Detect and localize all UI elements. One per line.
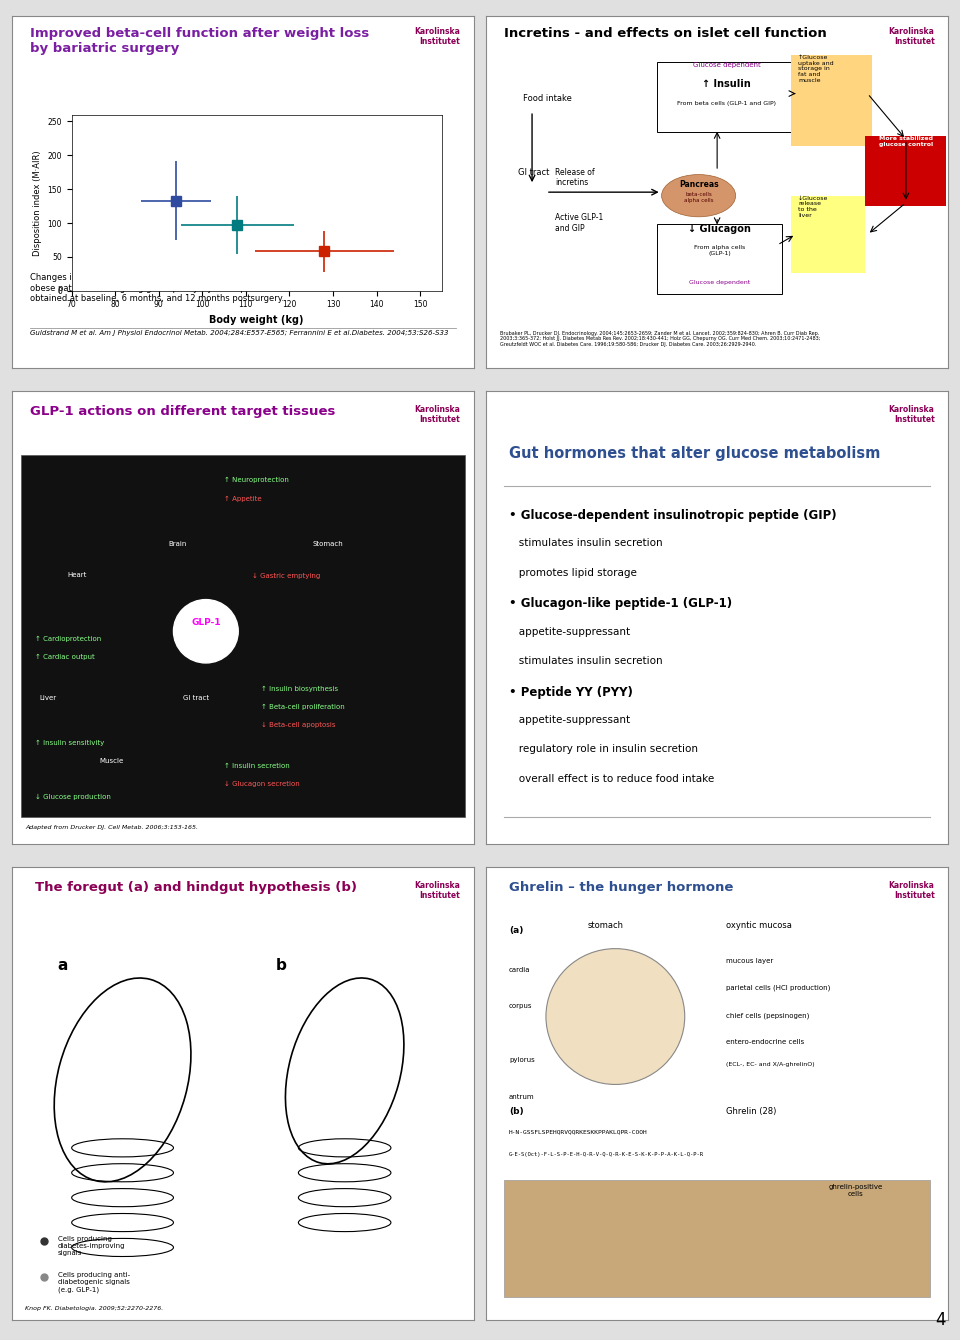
Text: GLP-1 actions on different target tissues: GLP-1 actions on different target tissue… — [30, 405, 335, 418]
Text: Glucose dependent: Glucose dependent — [689, 280, 750, 285]
Ellipse shape — [661, 174, 735, 217]
Text: ghrelin-positive
cells: ghrelin-positive cells — [828, 1185, 883, 1197]
Text: Karolinska
Institutet: Karolinska Institutet — [415, 27, 461, 46]
Circle shape — [174, 599, 238, 663]
Text: Gut hormones that alter glucose metabolism: Gut hormones that alter glucose metaboli… — [509, 446, 880, 461]
Text: Ghrelin (28): Ghrelin (28) — [727, 1107, 777, 1116]
Text: parietal cells (HCl production): parietal cells (HCl production) — [727, 985, 830, 992]
Text: Incretins - and effects on islet cell function: Incretins - and effects on islet cell fu… — [504, 27, 828, 40]
Text: ↓Glucose
release
to the
liver: ↓Glucose release to the liver — [798, 196, 828, 218]
Text: pylorus: pylorus — [509, 1057, 535, 1064]
Text: Knop FK. Diabetologia. 2009;52:2270-2276.: Knop FK. Diabetologia. 2009;52:2270-2276… — [25, 1306, 163, 1311]
Text: ↑Glucose
uptake and
storage in
fat and
muscle: ↑Glucose uptake and storage in fat and m… — [798, 55, 833, 83]
FancyBboxPatch shape — [21, 454, 465, 817]
Text: (a): (a) — [509, 926, 523, 935]
Text: Brubaker PL, Drucker DJ. Endocrinology. 2004;145:2653-2659; Zander M et al. Lanc: Brubaker PL, Drucker DJ. Endocrinology. … — [499, 331, 820, 347]
Text: ↑ Cardiac output: ↑ Cardiac output — [35, 654, 94, 661]
Text: Muscle: Muscle — [100, 758, 124, 764]
Text: Improved beta-cell function after weight loss
by bariatric surgery: Improved beta-cell function after weight… — [30, 27, 370, 55]
Text: ↓ Gastric emptying: ↓ Gastric emptying — [252, 572, 321, 579]
Text: chief cells (pepsinogen): chief cells (pepsinogen) — [727, 1012, 810, 1018]
Text: GI tract: GI tract — [518, 168, 549, 177]
Text: ↑ Insulin sensitivity: ↑ Insulin sensitivity — [35, 740, 104, 746]
Text: Heart: Heart — [67, 572, 86, 579]
Text: cardia: cardia — [509, 966, 531, 973]
Text: Pancreas: Pancreas — [679, 180, 718, 189]
Text: entero-endocrine cells: entero-endocrine cells — [727, 1040, 804, 1045]
Text: ↓ Glucagon: ↓ Glucagon — [688, 224, 751, 234]
FancyBboxPatch shape — [657, 224, 781, 295]
Text: Karolinska
Institutet: Karolinska Institutet — [889, 880, 935, 900]
Text: a: a — [58, 958, 68, 973]
Text: Stomach: Stomach — [312, 541, 343, 547]
Text: ↑ Neuroprotection: ↑ Neuroprotection — [225, 477, 289, 484]
Text: Ghrelin – the hunger hormone: Ghrelin – the hunger hormone — [509, 880, 733, 894]
Text: ↓ Beta-cell apoptosis: ↓ Beta-cell apoptosis — [261, 722, 336, 728]
Text: ↑ Beta-cell proliferation: ↑ Beta-cell proliferation — [261, 704, 346, 710]
Text: antrum: antrum — [509, 1093, 535, 1100]
FancyBboxPatch shape — [791, 55, 872, 146]
Text: (b): (b) — [509, 1107, 523, 1116]
FancyBboxPatch shape — [657, 62, 796, 133]
Text: ↓ Glucagon secretion: ↓ Glucagon secretion — [225, 781, 300, 787]
FancyBboxPatch shape — [791, 196, 865, 273]
Text: Karolinska
Institutet: Karolinska Institutet — [415, 405, 461, 425]
Text: corpus: corpus — [509, 1002, 533, 1009]
Text: Adapted from Drucker DJ. Cell Metab. 2006;3:153-165.: Adapted from Drucker DJ. Cell Metab. 200… — [25, 825, 199, 831]
Text: ↑ Cardioprotection: ↑ Cardioprotection — [35, 635, 101, 642]
Text: Changes in disposition index (acute insulin response x insulin sensitivity) in m: Changes in disposition index (acute insu… — [30, 273, 389, 303]
Text: Karolinska
Institutet: Karolinska Institutet — [889, 405, 935, 425]
Text: ↑ Appetite: ↑ Appetite — [225, 496, 262, 501]
Text: ↑ Insulin secretion: ↑ Insulin secretion — [225, 762, 290, 769]
Text: ↑ Insulin biosynthesis: ↑ Insulin biosynthesis — [261, 686, 339, 691]
Text: regulatory role in insulin secretion: regulatory role in insulin secretion — [509, 745, 698, 754]
Text: oxyntic mucosa: oxyntic mucosa — [727, 922, 792, 930]
Text: Food intake: Food intake — [523, 94, 571, 103]
Text: Brain: Brain — [169, 541, 187, 547]
Text: GLP-1: GLP-1 — [191, 618, 221, 627]
Text: ↑ Insulin: ↑ Insulin — [702, 79, 751, 90]
Text: Cells producing
diabetes-improving
signals: Cells producing diabetes-improving signa… — [58, 1235, 126, 1256]
Text: From alpha cells
(GLP-1): From alpha cells (GLP-1) — [694, 245, 745, 256]
Text: Release of
incretins: Release of incretins — [555, 168, 595, 186]
Text: (ECL-, EC- and X/A-ghrelinO): (ECL-, EC- and X/A-ghrelinO) — [727, 1061, 815, 1067]
Text: • Glucose-dependent insulinotropic peptide (GIP): • Glucose-dependent insulinotropic pepti… — [509, 509, 836, 523]
Text: The foregut (a) and hindgut hypothesis (b): The foregut (a) and hindgut hypothesis (… — [35, 880, 357, 894]
Text: Guldstrand M et al. Am J Physiol Endocrinol Metab. 2004;284:E557-E565; Ferrannin: Guldstrand M et al. Am J Physiol Endocri… — [30, 330, 448, 335]
Text: • Peptide YY (PYY): • Peptide YY (PYY) — [509, 686, 633, 698]
Text: stimulates insulin secretion: stimulates insulin secretion — [509, 539, 662, 548]
Text: ↓ Glucose production: ↓ Glucose production — [35, 795, 110, 800]
Text: G-E-S(Oct)-F-L-S-P-E-H-Q-R-V-Q-Q-R-K-E-S-K-K-P-P-A-K-L-Q-P-R: G-E-S(Oct)-F-L-S-P-E-H-Q-R-V-Q-Q-R-K-E-S… — [509, 1152, 704, 1158]
Text: beta-cells
alpha cells: beta-cells alpha cells — [684, 192, 713, 202]
Text: Active GLP-1
and GIP: Active GLP-1 and GIP — [555, 213, 604, 233]
Ellipse shape — [546, 949, 684, 1084]
Text: Liver: Liver — [39, 694, 57, 701]
Text: appetite-suppressant: appetite-suppressant — [509, 716, 630, 725]
Text: H-N-GSSFLSPEHQRVQQRKESKKPPAKLQPR-COOH: H-N-GSSFLSPEHQRVQQRKESKKPPAKLQPR-COOH — [509, 1130, 648, 1135]
Text: From beta cells (GLP-1 and GIP): From beta cells (GLP-1 and GIP) — [677, 100, 776, 106]
Text: stomach: stomach — [588, 922, 624, 930]
Text: appetite-suppressant: appetite-suppressant — [509, 627, 630, 636]
Text: stimulates insulin secretion: stimulates insulin secretion — [509, 657, 662, 666]
Text: promotes lipid storage: promotes lipid storage — [509, 568, 636, 578]
Text: Karolinska
Institutet: Karolinska Institutet — [415, 880, 461, 900]
Text: More stabilized
glucose control: More stabilized glucose control — [878, 135, 933, 146]
Text: • Glucagon-like peptide-1 (GLP-1): • Glucagon-like peptide-1 (GLP-1) — [509, 598, 732, 610]
FancyBboxPatch shape — [504, 1179, 930, 1297]
Text: mucous layer: mucous layer — [727, 958, 774, 963]
Text: Karolinska
Institutet: Karolinska Institutet — [889, 27, 935, 46]
FancyBboxPatch shape — [865, 135, 947, 206]
Text: Glucose dependent: Glucose dependent — [692, 62, 760, 68]
Text: Cells producing anti-
diabetogenic signals
(e.g. GLP-1): Cells producing anti- diabetogenic signa… — [58, 1273, 130, 1293]
Text: overall effect is to reduce food intake: overall effect is to reduce food intake — [509, 775, 714, 784]
Text: GI tract: GI tract — [182, 694, 209, 701]
Text: b: b — [276, 958, 286, 973]
Text: 4: 4 — [935, 1312, 946, 1329]
